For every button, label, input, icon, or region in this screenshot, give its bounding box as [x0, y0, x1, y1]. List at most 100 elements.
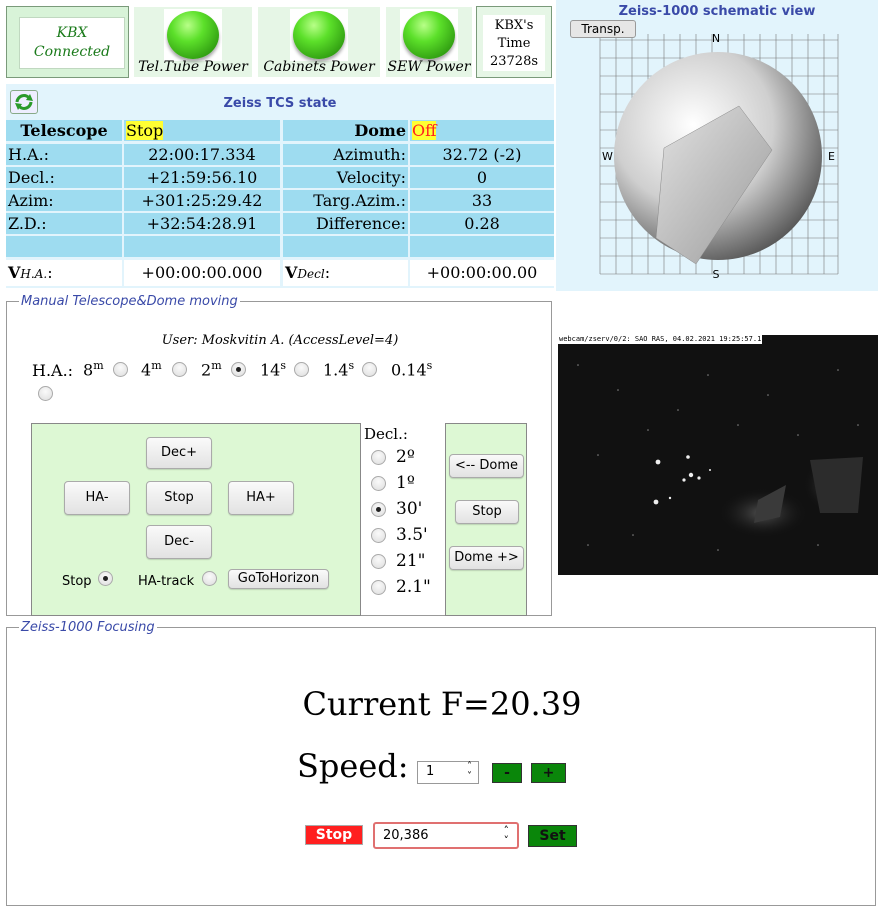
- ha-step-14s-radio[interactable]: [294, 362, 309, 377]
- kbx-time-display: KBX's Time 23728s: [483, 15, 545, 71]
- cabinets-power-panel: Cabinets Power: [257, 6, 381, 78]
- speed-label: Speed:: [297, 747, 409, 785]
- schematic-title: Zeiss-1000 schematic view: [618, 4, 816, 19]
- stop-button[interactable]: Stop: [146, 481, 212, 515]
- table-row: Decl.: +21:59:56.10 Velocity: 0: [6, 167, 554, 188]
- ha-label: H.A.:: [6, 144, 122, 165]
- difference-label: Difference:: [283, 213, 408, 234]
- ha-step-2m-radio[interactable]: [231, 362, 246, 377]
- ha-step-1-4s-radio[interactable]: [362, 362, 377, 377]
- focus-target-input[interactable]: 20,386 ˄ ˅: [373, 822, 519, 849]
- ha-step-4m-label: 4m: [141, 359, 162, 380]
- ha-step-4m-radio[interactable]: [172, 362, 187, 377]
- speed-input[interactable]: 1 ˄ ˅: [417, 761, 479, 784]
- compass-s: S: [713, 268, 720, 280]
- azim-label: Azim:: [6, 190, 122, 211]
- dec-plus-button[interactable]: Dec+: [146, 437, 212, 469]
- decl-step-2-1sec-label: 2.1": [396, 577, 431, 597]
- ha-step-1-4s-label: 1.4s: [323, 359, 355, 380]
- mode-hatrack-label: HA-track: [138, 574, 195, 589]
- speed-minus-button[interactable]: -: [492, 763, 522, 783]
- ha-step-2m-label: 2m: [201, 359, 222, 380]
- dome-stop-button[interactable]: Stop: [455, 500, 519, 524]
- targ-azim-value: 33: [410, 190, 554, 211]
- dome-left-button[interactable]: <-- Dome: [449, 454, 524, 478]
- mode-hatrack-radio[interactable]: [202, 571, 217, 586]
- telescope-header: Telescope: [6, 120, 122, 141]
- decl-step-30min-radio[interactable]: [371, 502, 386, 517]
- decl-step-2deg-radio[interactable]: [371, 450, 386, 465]
- kbx-time-label-1: KBX's: [494, 18, 534, 33]
- kbx-time-label-2: Time: [497, 36, 531, 51]
- cabinets-power-button[interactable]: [290, 9, 348, 61]
- dome-header: Dome: [283, 120, 408, 141]
- dome-state-cell: Off: [410, 120, 554, 141]
- focus-set-button[interactable]: Set: [528, 825, 577, 847]
- dome-control-box: <-- Dome Stop Dome +>: [445, 423, 527, 616]
- decl-step-21sec-label: 21": [396, 551, 426, 571]
- mode-stop-label: Stop: [62, 574, 92, 589]
- table-row-empty: [6, 236, 554, 257]
- tcs-state-panel: Zeiss TCS state Telescope Stop Dome Off …: [6, 84, 554, 288]
- compass-e: E: [828, 150, 835, 163]
- transp-button[interactable]: Transp.: [570, 20, 636, 38]
- refresh-button[interactable]: [10, 90, 38, 114]
- telescope-tube-shape: [655, 105, 773, 265]
- ha-step-0-14s-radio[interactable]: [38, 386, 53, 401]
- vha-value: +00:00:00.000: [124, 260, 280, 286]
- mode-stop-radio[interactable]: [98, 571, 113, 586]
- velocity-value: 0: [410, 167, 554, 188]
- table-row: Azim: +301:25:29.42 Targ.Azim.: 33: [6, 190, 554, 211]
- dec-minus-button[interactable]: Dec-: [146, 525, 212, 559]
- focusing-fieldset: Zeiss-1000 Focusing Current F=20.39 Spee…: [6, 620, 876, 906]
- difference-value: 0.28: [410, 213, 554, 234]
- decl-step-21sec-radio[interactable]: [371, 554, 386, 569]
- dome-right-button[interactable]: Dome +>: [449, 546, 524, 570]
- decl-step-30min-label: 30': [396, 499, 423, 519]
- tel-tube-power-button[interactable]: [164, 9, 222, 61]
- azimuth-value: 32.72 (-2): [410, 144, 554, 165]
- compass-w: W: [602, 150, 613, 163]
- telescope-state-cell: Stop: [124, 120, 280, 141]
- dome-schematic-graphic: N S W E: [599, 32, 839, 280]
- kbx-status-text: KBX Connected: [19, 17, 125, 69]
- decl-step-1deg-label: 1º: [396, 473, 415, 493]
- spinner-icon[interactable]: ˄ ˅: [467, 761, 472, 782]
- ha-step-8m-radio[interactable]: [113, 362, 128, 377]
- azimuth-label: Azimuth:: [283, 144, 408, 165]
- ha-step-8m-label: 8m: [83, 359, 104, 380]
- focus-stop-button[interactable]: Stop: [305, 825, 363, 845]
- webcam-image: webcam/zserv/0/2: SAO RAS, 04.02.2021 19…: [558, 335, 878, 575]
- decl-label: Decl.:: [6, 167, 122, 188]
- kbx-time-value: 23728s: [489, 54, 539, 69]
- focusing-legend: Zeiss-1000 Focusing: [21, 620, 155, 635]
- decl-step-1deg-radio[interactable]: [371, 476, 386, 491]
- vha-label: VH.A.:: [6, 260, 122, 286]
- tcs-title: Zeiss TCS state: [223, 96, 337, 111]
- ha-plus-button[interactable]: HA+: [228, 481, 294, 515]
- manual-moving-legend: Manual Telescope&Dome moving: [21, 294, 238, 309]
- webcam-sky-view: [577, 364, 863, 551]
- decl-step-2deg-label: 2º: [396, 447, 415, 467]
- ha-value: 22:00:17.334: [124, 144, 280, 165]
- green-indicator-icon: [167, 11, 219, 59]
- decl-step-2-1sec-radio[interactable]: [371, 580, 386, 595]
- ha-step-14s-label: 14s: [260, 359, 287, 380]
- goto-horizon-button[interactable]: GoToHorizon: [228, 569, 329, 589]
- azim-value: +301:25:29.42: [124, 190, 280, 211]
- decl-step-3-5min-radio[interactable]: [371, 528, 386, 543]
- tel-tube-power-label: Tel.Tube Power: [138, 59, 248, 75]
- user-info: User: Moskvitin A. (AccessLevel=4): [161, 333, 399, 348]
- sew-power-button[interactable]: [400, 9, 458, 61]
- sew-power-label: SEW Power: [387, 59, 471, 75]
- zd-label: Z.D.:: [6, 213, 122, 234]
- telescope-control-box: Dec+ HA- Stop HA+ Dec- Stop HA-track GoT…: [31, 423, 361, 616]
- sew-power-panel: SEW Power: [385, 6, 473, 78]
- spinner-icon[interactable]: ˄ ˅: [503, 824, 510, 847]
- vdecl-value: +00:00:00.00: [410, 260, 554, 286]
- ha-minus-button[interactable]: HA-: [64, 481, 130, 515]
- table-row: H.A.: 22:00:17.334 Azimuth: 32.72 (-2): [6, 144, 554, 165]
- green-indicator-icon: [403, 11, 455, 59]
- speed-plus-button[interactable]: +: [531, 763, 566, 783]
- targ-azim-label: Targ.Azim.:: [283, 190, 408, 211]
